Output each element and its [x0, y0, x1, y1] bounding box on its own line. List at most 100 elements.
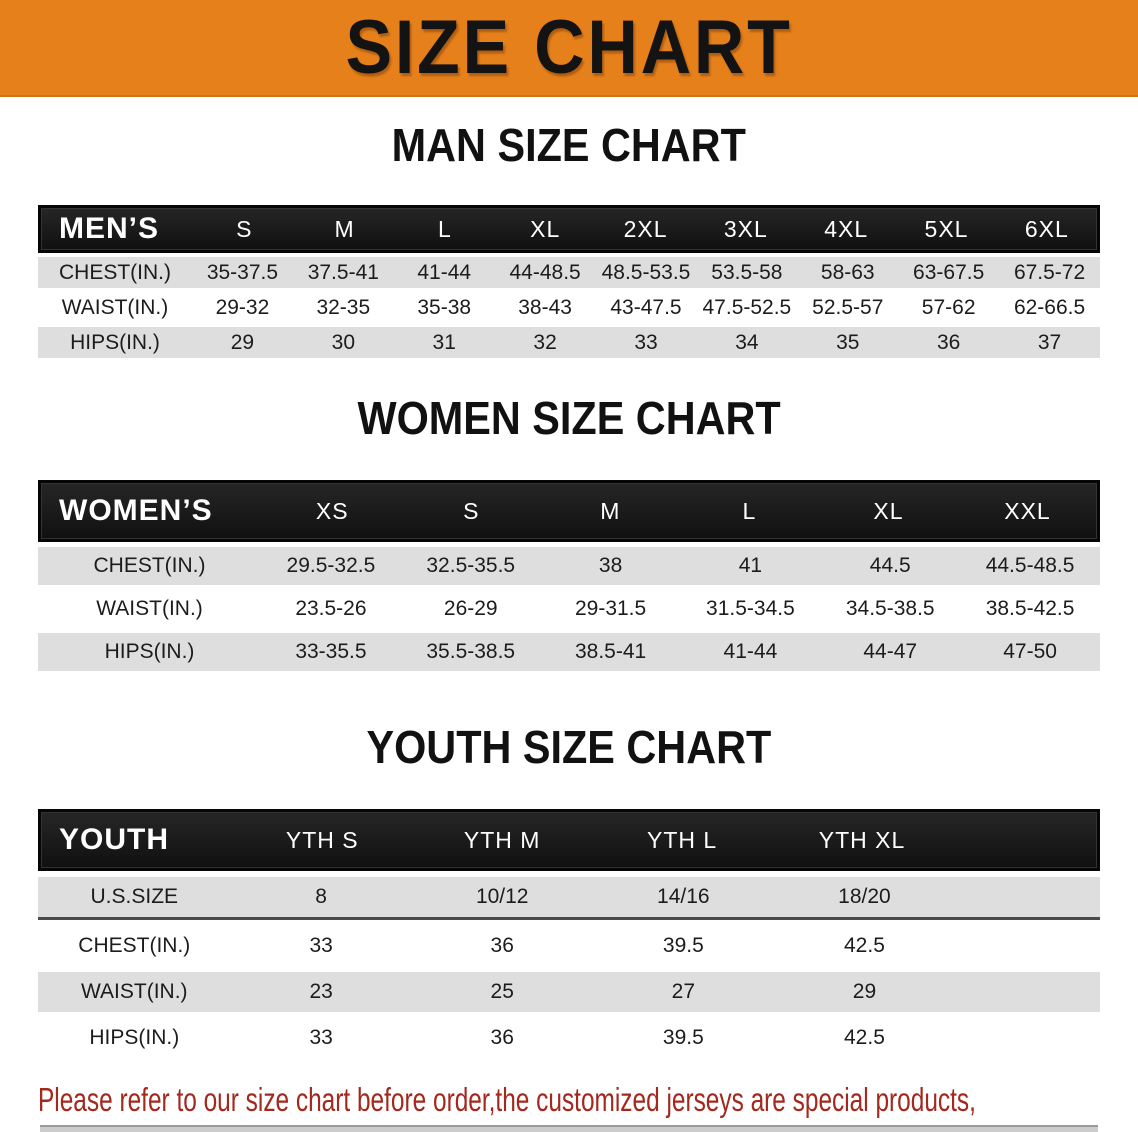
men-section-title-text: MAN SIZE CHART	[391, 119, 747, 171]
table-cell: 14/16	[657, 885, 710, 908]
banner: SIZE CHART	[0, 0, 1138, 97]
table-cell: 35-37.5	[206, 260, 279, 284]
table-cell: 39.5	[662, 1026, 704, 1049]
table-cell: 31	[432, 330, 456, 354]
table-cell: 33	[634, 330, 658, 354]
size-column-header: YTH L	[647, 826, 718, 853]
table-cell: 35.5-38.5	[426, 640, 516, 663]
size-column-header: L	[438, 215, 452, 242]
table-row: CHEST(IN.) 35-37.5 37.5-41 41-44 44-48.5…	[38, 257, 1100, 288]
table-cell: 29	[852, 980, 877, 1003]
table-row: HIPS(IN.) 33 36 39.5 42.5	[38, 1018, 1100, 1058]
table-row: HIPS(IN.) 29 30 31 32 33 34 35 36 37	[38, 327, 1100, 358]
row-label: WAIST(IN.)	[81, 980, 188, 1003]
size-column-header: L	[742, 497, 757, 524]
size-column-header: 2XL	[623, 215, 668, 242]
table-cell: 42.5	[844, 1026, 885, 1049]
table-cell: 38	[598, 554, 623, 577]
table-cell: 52.5-57	[812, 295, 884, 319]
table-cell: 37	[1037, 330, 1062, 354]
table-cell: 23	[309, 980, 333, 1003]
table-cell: 34	[735, 330, 759, 354]
table-row: WAIST(IN.) 23.5-26 26-29 29-31.5 31.5-34…	[38, 590, 1100, 628]
table-cell: 27	[671, 980, 696, 1003]
table-cell: 33	[309, 934, 333, 957]
men-section-title: MAN SIZE CHART	[0, 121, 1138, 181]
table-cell: 33	[309, 1026, 333, 1049]
size-column-header: XXL	[1004, 497, 1051, 524]
table-cell: 32.5-35.5	[426, 554, 516, 577]
table-cell: 67.5-72	[1013, 260, 1086, 284]
table-cell: 31.5-34.5	[706, 597, 795, 620]
table-cell: 10/12	[475, 885, 529, 908]
table-cell: 29-32	[215, 295, 270, 319]
women-size-table: WOMEN’S XS S M L XL XXL CHEST(IN.) 29.5-…	[38, 480, 1100, 671]
table-cell: 29.5-32.5	[286, 554, 376, 577]
table-cell: 38.5-42.5	[985, 597, 1075, 620]
table-cell: 36	[936, 330, 961, 354]
table-cell: 38-43	[518, 295, 572, 319]
size-column-header: S	[236, 215, 253, 242]
table-cell: 35	[836, 330, 860, 354]
size-column-header: YTH M	[463, 826, 541, 853]
table-cell: 36	[490, 1026, 514, 1049]
table-cell: 48.5-53.5	[601, 260, 691, 284]
table-cell: 32	[533, 330, 557, 354]
table-cell: 47.5-52.5	[702, 295, 792, 319]
table-cell: 39.5	[662, 934, 704, 957]
youth-group-label: YOUTH	[59, 823, 169, 856]
row-label: HIPS(IN.)	[89, 1026, 180, 1049]
women-section-title: WOMEN SIZE CHART	[0, 394, 1138, 454]
footer-note: Please refer to our size chart before or…	[38, 1078, 1100, 1132]
table-row: HIPS(IN.) 33-35.5 35.5-38.5 38.5-41 41-4…	[38, 633, 1100, 671]
table-cell: 47-50	[1003, 640, 1057, 663]
size-column-header: S	[463, 497, 480, 524]
row-label: CHEST(IN.)	[93, 554, 206, 577]
table-cell: 29-31.5	[574, 597, 647, 620]
size-column-header: XS	[315, 497, 349, 524]
table-cell: 23.5-26	[295, 597, 367, 620]
youth-section-title: YOUTH SIZE CHART	[0, 723, 1138, 783]
women-group-label: WOMEN’S	[59, 494, 213, 527]
table-cell: 25	[490, 980, 514, 1003]
table-row: CHEST(IN.) 33 36 39.5 42.5	[38, 926, 1100, 966]
table-cell: 37.5-41	[307, 260, 379, 284]
table-row: CHEST(IN.) 29.5-32.5 32.5-35.5 38 41 44.…	[38, 547, 1100, 585]
table-row: U.S.SIZE 8 10/12 14/16 18/20	[38, 877, 1100, 920]
size-column-header: XL	[530, 215, 561, 242]
table-cell: 34.5-38.5	[845, 597, 935, 620]
table-cell: 33-35.5	[295, 640, 367, 663]
table-cell: 36	[490, 934, 514, 957]
size-column-header: 3XL	[723, 215, 768, 242]
table-cell: 44-47	[863, 640, 918, 663]
row-label: HIPS(IN.)	[104, 640, 195, 663]
size-column-header: YTH XL	[818, 826, 906, 853]
row-label: WAIST(IN.)	[96, 597, 203, 620]
table-cell: 38.5-41	[574, 640, 647, 663]
table-cell: 32-35	[316, 295, 371, 319]
table-cell: 8	[315, 885, 327, 908]
table-cell: 18/20	[838, 885, 891, 908]
table-cell: 41-44	[723, 640, 778, 663]
youth-section-title-text: YOUTH SIZE CHART	[366, 721, 772, 773]
table-cell: 26-29	[443, 597, 498, 620]
footer-note-line-1: Please refer to our size chart before or…	[38, 1081, 976, 1118]
size-column-header: M	[334, 215, 355, 242]
table-cell: 53.5-58	[711, 260, 783, 284]
row-label: CHEST(IN.)	[58, 260, 171, 284]
table-cell: 41-44	[417, 260, 472, 284]
table-row: WAIST(IN.) 29-32 32-35 35-38 38-43 43-47…	[38, 292, 1100, 323]
size-column-header: 5XL	[924, 215, 969, 242]
table-cell: 44-48.5	[509, 260, 581, 284]
table-cell: 44.5	[869, 554, 911, 577]
women-section-title-text: WOMEN SIZE CHART	[357, 392, 781, 444]
table-cell: 30	[331, 330, 355, 354]
row-label: CHEST(IN.)	[78, 934, 191, 957]
table-cell: 43-47.5	[610, 295, 682, 319]
youth-size-table: YOUTH YTH S YTH M YTH L YTH XL U.S.SIZE …	[38, 809, 1100, 1058]
size-column-header: YTH S	[285, 826, 359, 853]
table-row: WAIST(IN.) 23 25 27 29	[38, 972, 1100, 1012]
table-cell: 58-63	[820, 260, 875, 284]
banner-title: SIZE CHART	[345, 5, 793, 90]
